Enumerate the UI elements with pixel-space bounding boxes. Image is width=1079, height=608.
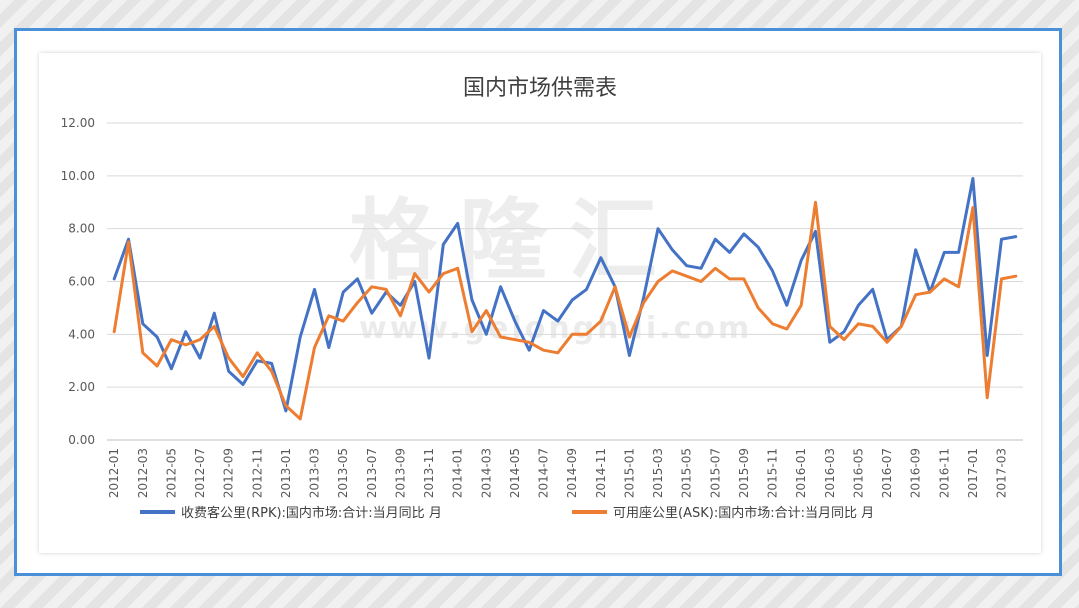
- x-tick-label: 2014-11: [594, 448, 608, 498]
- x-tick-label: 2013-11: [422, 448, 436, 498]
- x-tick-label: 2013-07: [365, 448, 379, 498]
- x-tick-label: 2012-05: [164, 448, 178, 498]
- x-tick-label: 2016-03: [823, 448, 837, 498]
- x-tick-label: 2014-03: [479, 448, 493, 498]
- gridlines: [107, 122, 1023, 441]
- x-tick-label: 2015-11: [766, 448, 780, 498]
- y-tick-label: 12.00: [61, 116, 95, 130]
- x-tick-label: 2014-07: [537, 448, 551, 498]
- x-tick-label: 2016-09: [909, 448, 923, 498]
- y-tick-label: 0.00: [68, 433, 95, 447]
- slide-frame: 格隆汇 www.gelonghui.com 国内市场供需表 0.00 2.00 4.…: [14, 28, 1062, 576]
- series-line-ask: [112, 200, 1018, 421]
- watermark-url: www.gelonghui.com: [359, 311, 752, 346]
- x-tick-label: 2012-11: [250, 448, 264, 498]
- x-tick-label: 2016-01: [794, 448, 808, 498]
- x-tick-label: 2017-01: [966, 448, 980, 498]
- x-tick-label: 2012-07: [193, 448, 207, 498]
- x-tick-label: 2016-07: [880, 448, 894, 498]
- x-tick-label: 2015-07: [708, 448, 722, 498]
- x-tick-label: 2013-01: [279, 448, 293, 498]
- x-tick-label: 2014-05: [508, 448, 522, 498]
- chart-title: 国内市场供需表: [463, 76, 617, 101]
- y-axis: 0.00 2.00 4.00 6.00 8.00 10.00 12.00: [61, 116, 95, 447]
- legend-label-rpk: 收费客公里(RPK):国内市场:合计:当月同比 月: [181, 505, 442, 521]
- series-lines: [112, 177, 1018, 421]
- legend: 收费客公里(RPK):国内市场:合计:当月同比 月 可用座公里(ASK):国内市…: [140, 505, 874, 521]
- x-tick-label: 2012-03: [136, 448, 150, 498]
- legend-label-ask: 可用座公里(ASK):国内市场:合计:当月同比 月: [613, 505, 874, 521]
- x-tick-label: 2012-01: [107, 448, 121, 498]
- y-tick-label: 4.00: [68, 327, 95, 341]
- x-tick-label: 2015-09: [737, 448, 751, 498]
- x-tick-label: 2015-03: [651, 448, 665, 498]
- x-tick-label: 2015-01: [622, 448, 636, 498]
- x-tick-label: 2014-01: [451, 448, 465, 498]
- x-tick-label: 2013-03: [308, 448, 322, 498]
- x-tick-label: 2017-03: [995, 448, 1009, 498]
- x-tick-label: 2016-05: [851, 448, 865, 498]
- y-tick-label: 6.00: [68, 275, 95, 289]
- x-tick-label: 2014-09: [565, 448, 579, 498]
- y-tick-label: 8.00: [68, 222, 95, 236]
- x-tick-label: 2013-05: [336, 448, 350, 498]
- line-chart: 格隆汇 www.gelonghui.com 国内市场供需表 0.00 2.00 4.…: [61, 76, 1023, 521]
- x-tick-label: 2013-09: [393, 448, 407, 498]
- y-tick-label: 10.00: [61, 169, 95, 183]
- x-tick-label: 2016-11: [937, 448, 951, 498]
- y-tick-label: 2.00: [68, 380, 95, 394]
- x-axis: 2012-01 2012-03 2012-05 2012-07 2012-09 2012-…: [107, 439, 1023, 498]
- chart-panel: 格隆汇 www.gelonghui.com 国内市场供需表 0.00 2.00 4.…: [39, 53, 1041, 553]
- x-tick-label: 2012-09: [222, 448, 236, 498]
- watermark: 格隆汇: [349, 189, 679, 292]
- x-tick-label: 2015-05: [680, 448, 694, 498]
